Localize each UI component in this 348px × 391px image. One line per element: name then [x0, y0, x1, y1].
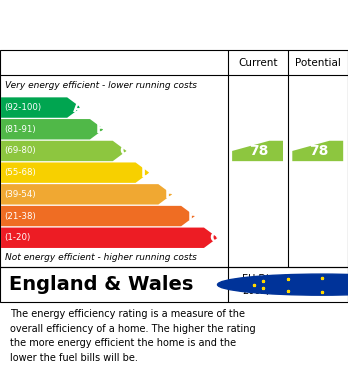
Text: (55-68): (55-68) [4, 168, 36, 177]
Text: (81-91): (81-91) [4, 125, 36, 134]
Text: E: E [165, 187, 174, 201]
Text: England & Wales: England & Wales [9, 275, 193, 294]
Text: 78: 78 [249, 144, 269, 158]
Polygon shape [1, 206, 195, 226]
Polygon shape [1, 119, 104, 140]
Text: (1-20): (1-20) [4, 233, 30, 242]
Text: (92-100): (92-100) [4, 103, 41, 112]
Text: 78: 78 [309, 144, 329, 158]
Text: EU Directive: EU Directive [242, 274, 302, 283]
Polygon shape [292, 141, 343, 161]
Text: G: G [209, 231, 221, 245]
Text: The energy efficiency rating is a measure of the
overall efficiency of a home. T: The energy efficiency rating is a measur… [10, 309, 256, 362]
Text: Not energy efficient - higher running costs: Not energy efficient - higher running co… [5, 253, 197, 262]
Polygon shape [1, 141, 127, 161]
Text: (69-80): (69-80) [4, 147, 36, 156]
Text: A: A [73, 100, 84, 115]
Polygon shape [232, 141, 283, 161]
Polygon shape [1, 97, 81, 118]
Text: 2002/91/EC: 2002/91/EC [242, 286, 298, 296]
Text: D: D [141, 166, 152, 179]
Text: Current: Current [238, 57, 278, 68]
Text: Potential: Potential [295, 57, 341, 68]
Text: (39-54): (39-54) [4, 190, 36, 199]
Text: (21-38): (21-38) [4, 212, 36, 221]
Circle shape [218, 274, 348, 295]
Text: Very energy efficient - lower running costs: Very energy efficient - lower running co… [5, 81, 197, 90]
Text: Energy Efficiency Rating: Energy Efficiency Rating [9, 29, 211, 44]
Polygon shape [1, 162, 149, 183]
Polygon shape [1, 228, 218, 248]
Text: B: B [96, 122, 106, 136]
Text: F: F [188, 209, 197, 223]
Polygon shape [1, 184, 172, 204]
Text: C: C [119, 144, 129, 158]
